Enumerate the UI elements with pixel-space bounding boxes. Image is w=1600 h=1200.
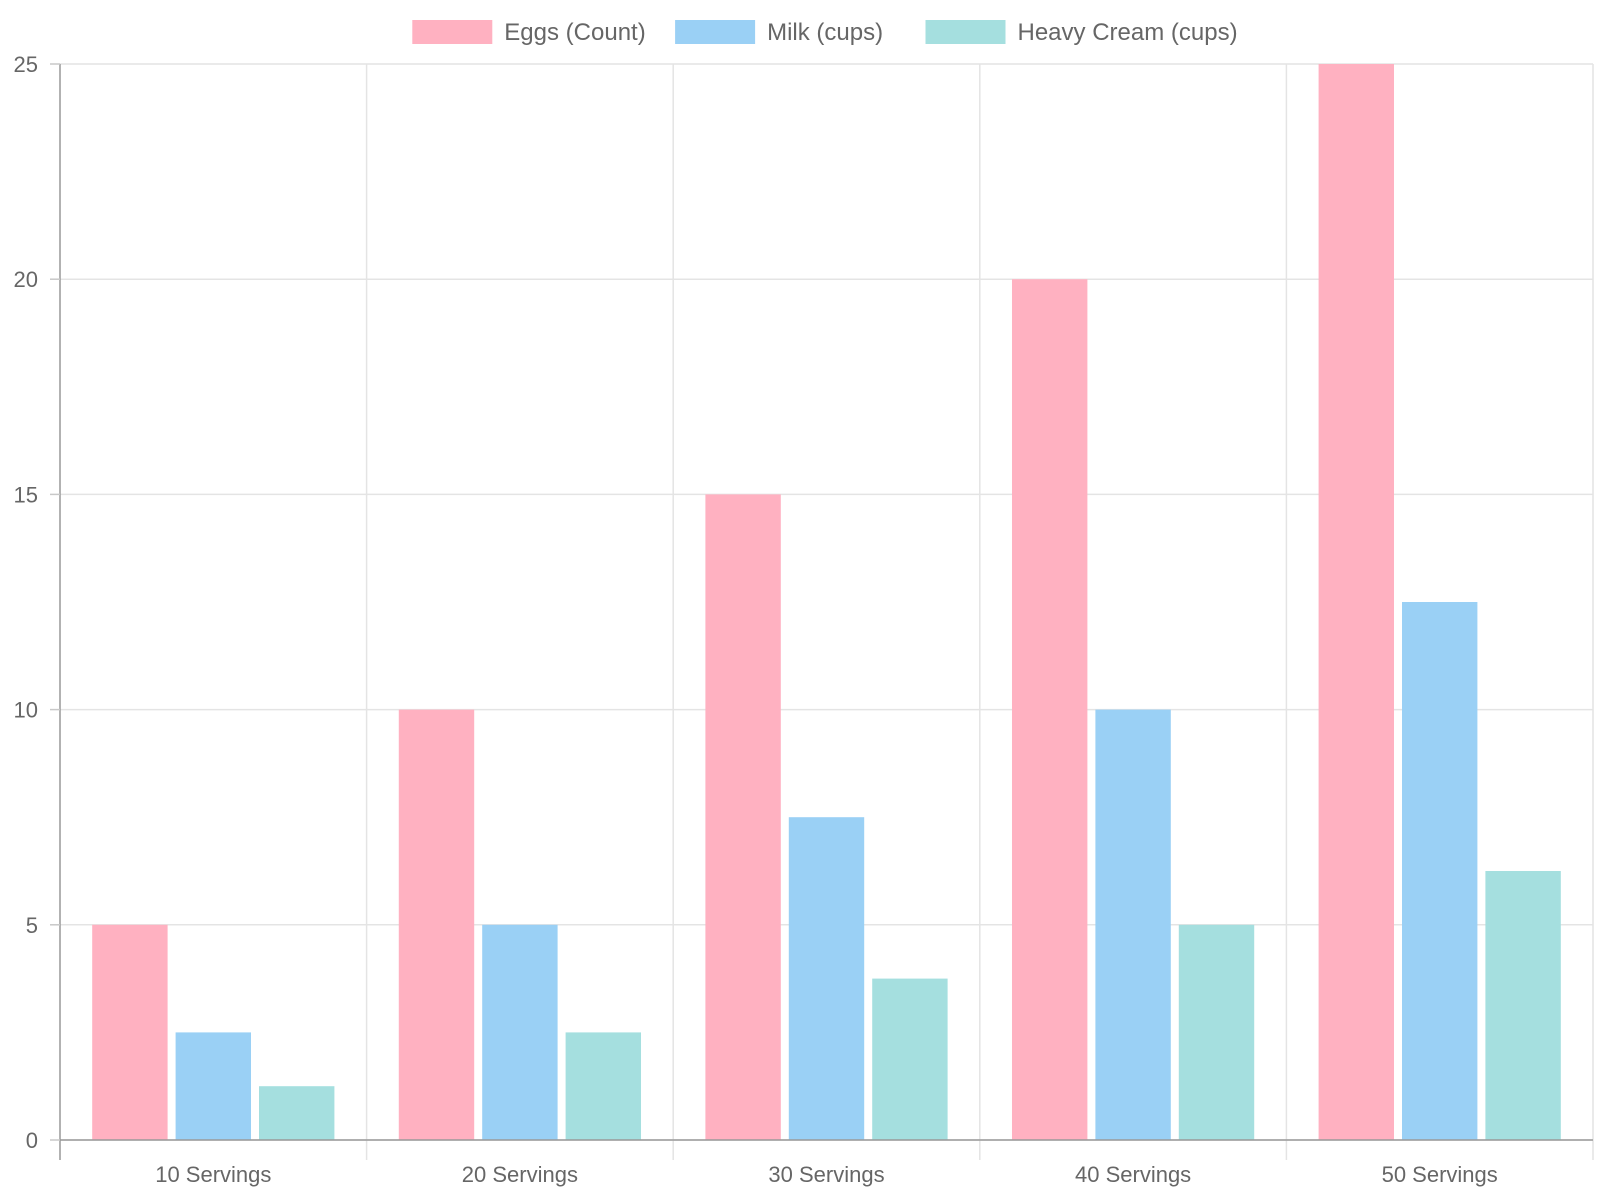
- y-axis-ticks: 0 5 10 15 20 25: [14, 52, 60, 1153]
- x-tick-label: 20 Servings: [462, 1162, 578, 1187]
- bar: [259, 1086, 335, 1140]
- bar: [92, 924, 168, 1140]
- x-tick-label: 50 Servings: [1382, 1162, 1498, 1187]
- x-axis-ticks: 10 Servings 20 Servings 30 Servings 40 Serv…: [155, 1162, 1498, 1187]
- y-tick-label: 5: [26, 913, 38, 938]
- axes: [59, 64, 1593, 1160]
- legend: Eggs (Count) Milk (cups) Heavy Cream (cups…: [412, 19, 1238, 46]
- grid-lines: [60, 63, 1594, 1160]
- y-tick-label: 25: [14, 52, 38, 77]
- bar: [482, 924, 558, 1140]
- bar: [788, 817, 865, 1140]
- bar: [1485, 871, 1561, 1140]
- y-tick-label: 0: [26, 1128, 38, 1153]
- legend-label: Milk (cups): [767, 19, 883, 46]
- bar: [565, 1032, 642, 1140]
- legend-item: Heavy Cream (cups): [925, 19, 1238, 46]
- bar: [1011, 279, 1088, 1140]
- legend-item: Eggs (Count): [412, 19, 646, 46]
- y-tick-label: 15: [14, 482, 38, 507]
- bar: [872, 978, 948, 1140]
- x-tick-label: 10 Servings: [155, 1162, 271, 1187]
- x-tick-label: 30 Servings: [768, 1162, 884, 1187]
- legend-swatch: [412, 20, 493, 44]
- y-tick-label: 20: [14, 267, 38, 292]
- legend-label: Heavy Cream (cups): [1018, 19, 1238, 46]
- bar: [1401, 602, 1478, 1140]
- bar: [705, 494, 781, 1140]
- bar: [1095, 709, 1171, 1140]
- bar: [1318, 64, 1394, 1140]
- x-tick-label: 40 Servings: [1075, 1162, 1191, 1187]
- legend-item: Milk (cups): [675, 19, 883, 46]
- legend-swatch: [675, 20, 756, 44]
- bar: [398, 709, 475, 1140]
- legend-swatch: [925, 20, 1006, 44]
- bar: [1178, 924, 1255, 1140]
- legend-label: Eggs (Count): [504, 19, 645, 46]
- y-tick-label: 10: [14, 698, 38, 723]
- bar: [175, 1032, 252, 1140]
- bars: [92, 64, 1561, 1140]
